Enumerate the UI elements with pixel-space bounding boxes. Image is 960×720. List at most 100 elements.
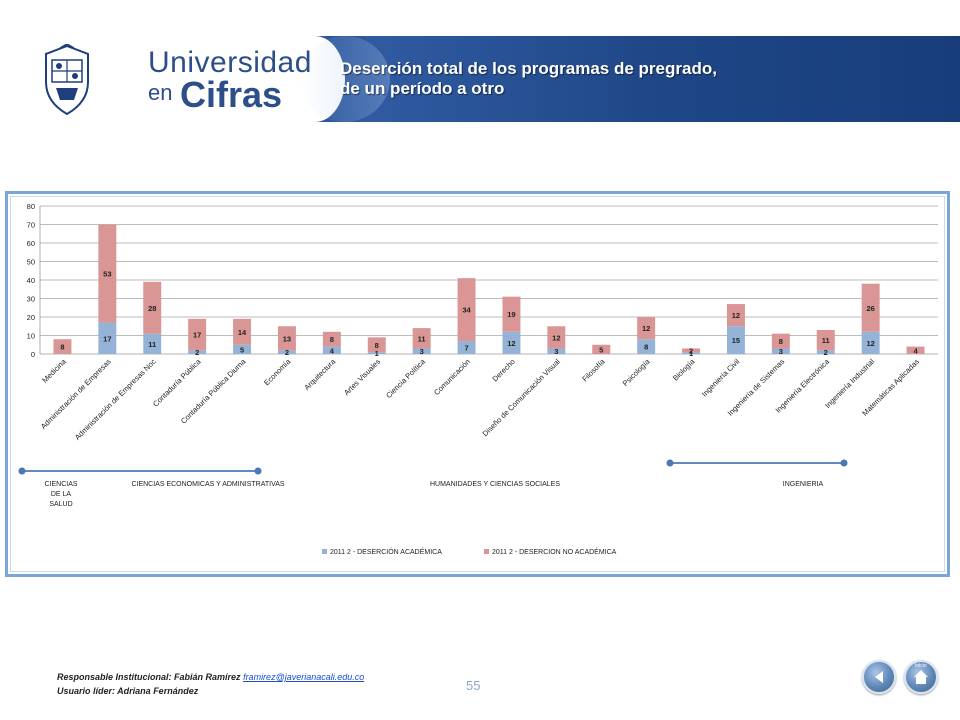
- group-label: CIENCIAS ECONOMICAS Y ADMINISTRATIVAS: [131, 481, 284, 488]
- category-label: Comunicación: [432, 357, 472, 397]
- data-label-no-academica: 2: [689, 346, 693, 355]
- data-label-no-academica: 14: [238, 328, 247, 337]
- data-label-no-academica: 12: [642, 324, 650, 333]
- header-banner: Universidad en Cifras Deserción total de…: [0, 36, 960, 122]
- category-label: Medicina: [40, 356, 68, 384]
- bar-segment-no-academica: [592, 344, 611, 354]
- javeriana-shield-icon: [45, 44, 89, 116]
- data-label-no-academica: 28: [148, 304, 156, 313]
- category-label: Artes Visuales: [342, 357, 382, 397]
- bar-segment-no-academica: [682, 348, 701, 353]
- bar-segment-no-academica: [53, 339, 72, 354]
- bar-segment-no-academica: [816, 329, 835, 351]
- page-title-line1: Deserción total de los programas de preg…: [340, 59, 717, 78]
- bar-segment-no-academica: [457, 278, 476, 342]
- back-button[interactable]: [862, 660, 896, 694]
- data-label-academica: 3: [420, 347, 424, 356]
- bar-segment-no-academica: [233, 318, 252, 345]
- y-tick-label: 30: [27, 295, 35, 304]
- y-tick-label: 20: [27, 313, 35, 322]
- data-label-no-academica: 8: [330, 335, 334, 344]
- bar-segment-academica: [412, 348, 431, 354]
- data-label-academica: 11: [148, 340, 156, 349]
- category-label: Contaduría Pública: [151, 356, 203, 408]
- bar-segment-academica: [367, 352, 386, 354]
- footer-email-link[interactable]: framirez@javerianacali.edu.co: [243, 672, 365, 682]
- y-tick-label: 50: [27, 258, 35, 267]
- bar-segment-no-academica: [502, 296, 521, 332]
- group-label: INGENIERIA: [783, 481, 824, 488]
- data-label-academica: 2: [195, 348, 199, 357]
- bar-segment-academica: [816, 350, 835, 354]
- bar-segment-academica: [143, 333, 162, 354]
- bar-segment-no-academica: [367, 337, 386, 353]
- data-label-no-academica: 11: [822, 336, 830, 345]
- chart-frame: 0 10 20 30 40 50 60 70 80 8 Medicina 17 53 Administra…: [5, 191, 950, 577]
- data-label-academica: 15: [732, 336, 740, 345]
- data-label-academica: 4: [330, 346, 335, 355]
- group-label: CIENCIAS: [44, 481, 77, 488]
- category-label: Psicología: [621, 356, 652, 387]
- legend-label: 2011 2 - DESERCION NO ACADÉMICA: [492, 547, 617, 556]
- data-label-no-academica: 8: [375, 341, 379, 350]
- category-label: Economía: [262, 356, 293, 387]
- data-label-no-academica: 5: [599, 345, 603, 354]
- category-label: Derecho: [490, 357, 516, 383]
- y-tick-label: 40: [27, 276, 35, 285]
- y-tick-label: 60: [27, 239, 35, 248]
- home-button[interactable]: [904, 660, 938, 694]
- chart-frame-inner: [10, 196, 945, 572]
- bar-segment-academica: [547, 348, 566, 354]
- home-icon: [914, 670, 928, 684]
- stacked-bar-chart: 010203040506070808Medicina1753Administra…: [18, 202, 938, 556]
- bar-segment-academica: [457, 341, 476, 354]
- bar-segment-academica: [502, 331, 521, 354]
- data-label-academica: 2: [824, 348, 828, 357]
- bar-segment-academica: [188, 350, 207, 354]
- bar-segment-academica: [637, 339, 656, 354]
- bar-segment-academica: [771, 348, 790, 354]
- category-label: Diseño de Comunicación Visual: [481, 357, 562, 438]
- category-label: Biología: [671, 356, 697, 382]
- bar-segment-no-academica: [143, 281, 162, 334]
- bar-segment-no-academica: [637, 317, 656, 340]
- category-label: Administración de Empresas Noc: [73, 357, 158, 442]
- group-bracket-end: [840, 459, 848, 467]
- footer-responsable-label: Responsable Institucional: Fabián Ramíre…: [57, 672, 241, 682]
- group-bracket-end: [666, 459, 674, 467]
- data-label-academica: 1: [375, 349, 379, 358]
- bar-segment-no-academica: [861, 283, 880, 332]
- home-button-label: Inicio: [915, 663, 927, 669]
- footer-usuario: Usuario líder: Adriana Fernández: [57, 686, 199, 696]
- brand-cifras: Cifras: [180, 74, 283, 115]
- footer-responsable: Responsable Institucional: Fabián Ramíre…: [57, 670, 364, 684]
- data-label-no-academica: 11: [418, 334, 426, 343]
- data-label-academica: 3: [779, 347, 783, 356]
- category-label: Ciencia Política: [384, 356, 428, 400]
- data-label-academica: 7: [464, 344, 468, 353]
- data-label-no-academica: 12: [732, 311, 740, 320]
- data-label-academica: 2: [285, 348, 289, 357]
- bar-segment-no-academica: [906, 346, 925, 354]
- bar-segment-academica: [277, 350, 296, 354]
- data-label-no-academica: 8: [60, 343, 64, 352]
- data-label-academica: 12: [866, 339, 874, 348]
- bar-segment-no-academica: [322, 331, 341, 347]
- bar-segment-academica: [322, 346, 341, 354]
- bar-segment-no-academica: [726, 304, 745, 327]
- group-bracket-end: [18, 467, 26, 475]
- bar-segment-academica: [726, 326, 745, 354]
- footer: Responsable Institucional: Fabián Ramíre…: [57, 670, 364, 698]
- bar-segment-no-academica: [98, 224, 117, 323]
- y-tick-label: 0: [31, 350, 35, 359]
- bar-segment-no-academica: [547, 326, 566, 349]
- y-tick-label: 70: [27, 221, 35, 230]
- category-label: Filosofía: [580, 356, 607, 383]
- data-label-no-academica: 13: [283, 334, 291, 343]
- brand-universidad: Universidad: [148, 46, 312, 79]
- data-label-no-academica: 34: [462, 306, 471, 315]
- bar-segment-academica: [861, 331, 880, 354]
- data-label-no-academica: 8: [779, 337, 783, 346]
- bar-segment-academica: [233, 344, 252, 354]
- back-arrow-icon: [875, 671, 883, 683]
